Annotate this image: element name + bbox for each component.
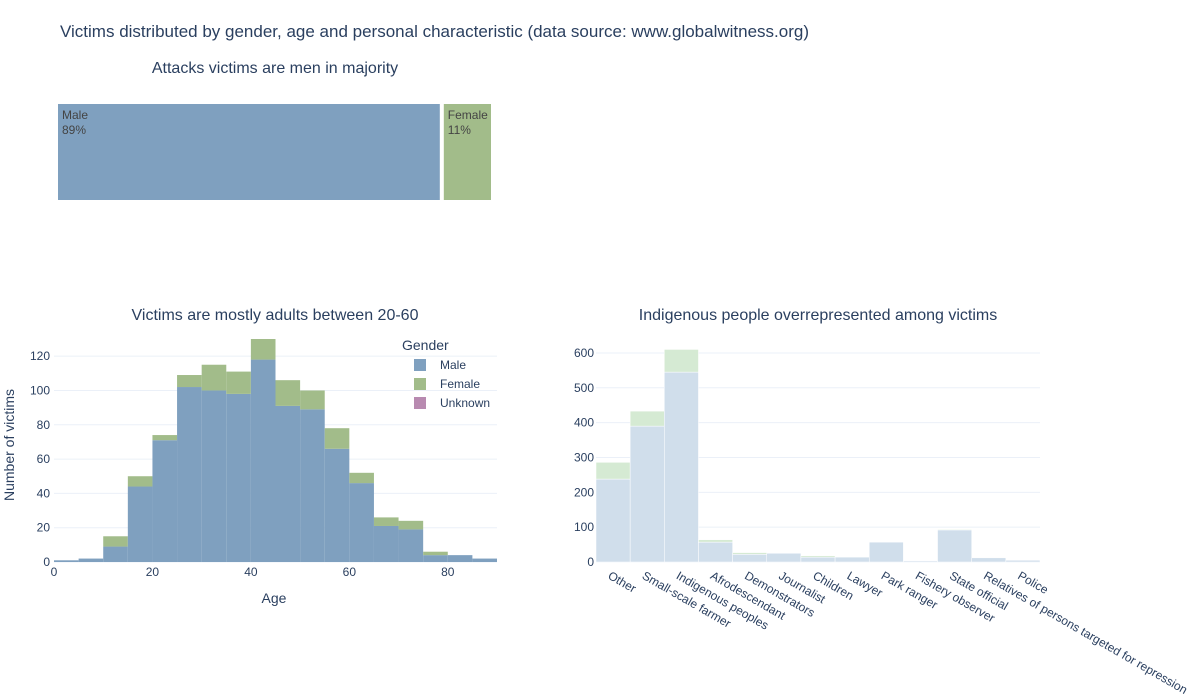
age-y-tick: 60 — [37, 452, 51, 466]
legend-label-female: Female — [440, 377, 480, 391]
char-bar — [834, 556, 870, 563]
char-bar — [629, 425, 665, 563]
age-bar-male — [127, 486, 153, 562]
char-bar — [800, 555, 836, 558]
age-bar-female — [373, 517, 399, 526]
treemap-tile-male — [58, 104, 440, 200]
treemap-tile-percent: 11% — [448, 123, 471, 137]
age-bar-female — [226, 371, 251, 394]
age-y-tick: 80 — [37, 418, 51, 432]
char-x-tick: Other — [606, 568, 639, 595]
char-bar — [1005, 560, 1041, 563]
treemap-tile-label: Male — [62, 108, 88, 122]
char-y-tick: 0 — [587, 555, 594, 569]
age-bar-male — [373, 525, 399, 562]
char-bar — [595, 462, 631, 480]
char-bar — [937, 528, 972, 531]
char-y-tick: 400 — [574, 416, 594, 430]
char-y-tick: 100 — [574, 520, 594, 534]
char-chart-title: Indigenous people overrepresented among … — [639, 307, 997, 324]
legend-title: Gender — [402, 337, 449, 353]
age-bar-male — [54, 560, 79, 562]
char-bar — [664, 371, 699, 563]
age-y-label: Number of victims — [1, 389, 17, 501]
char-bar — [595, 478, 631, 563]
treemap-tile-percent: 89% — [62, 123, 86, 137]
age-bar-male — [78, 558, 104, 562]
age-bar-male — [300, 409, 325, 562]
char-bar — [903, 560, 938, 563]
age-bar-male — [447, 555, 473, 562]
age-bar-female — [177, 375, 202, 388]
char-x-tick: Relatives of persons targeted for repres… — [981, 568, 1190, 697]
age-bar-female — [127, 476, 153, 487]
age-bar-male — [398, 529, 424, 562]
age-bar-male — [275, 405, 301, 562]
age-bar-female — [275, 380, 301, 406]
page-title: Victims distributed by gender, age and p… — [60, 22, 810, 41]
age-bar-male — [226, 393, 251, 562]
char-bar — [800, 556, 836, 563]
char-y-tick: 500 — [574, 381, 594, 395]
char-y-tick: 600 — [574, 346, 594, 360]
age-x-tick: 0 — [51, 565, 58, 579]
char-bar — [868, 541, 904, 563]
char-bar — [937, 529, 972, 563]
age-bar-female — [423, 551, 448, 556]
age-y-tick: 0 — [43, 555, 50, 569]
age-bar-female — [201, 364, 227, 391]
legend-swatch-male — [414, 359, 426, 371]
treemap-tile-female — [443, 104, 491, 200]
age-bar-female — [103, 536, 128, 547]
char-bar — [698, 541, 733, 563]
char-y-tick: 200 — [574, 485, 594, 499]
legend-swatch-unknown — [414, 397, 426, 409]
age-bar-male — [472, 558, 497, 562]
age-bar-female — [324, 428, 350, 449]
treemap-title: Attacks victims are men in majority — [152, 60, 398, 77]
age-bar-female — [398, 520, 424, 530]
age-bar-male — [324, 448, 350, 562]
char-bar — [732, 554, 768, 563]
age-x-tick: 40 — [244, 565, 258, 579]
age-x-label: Age — [262, 590, 287, 606]
age-x-tick: 80 — [441, 565, 455, 579]
char-bar — [766, 553, 802, 563]
age-y-tick: 20 — [37, 521, 51, 535]
char-bar — [664, 349, 699, 373]
age-y-tick: 40 — [37, 486, 51, 500]
age-x-tick: 20 — [146, 565, 160, 579]
legend-label-unknown: Unknown — [440, 396, 490, 410]
legend-swatch-female — [414, 378, 426, 390]
legend-label-male: Male — [440, 358, 466, 372]
treemap-tile-label: Female — [448, 108, 488, 122]
age-y-tick: 100 — [30, 383, 50, 397]
age-bar-male — [250, 359, 276, 562]
age-bar-female — [300, 390, 325, 410]
age-x-tick: 60 — [343, 565, 357, 579]
char-y-tick: 300 — [574, 450, 594, 464]
age-bar-male — [349, 483, 374, 562]
char-bar — [698, 539, 733, 543]
age-bar-male — [152, 440, 178, 562]
age-bar-female — [152, 435, 178, 441]
char-bar — [971, 557, 1007, 563]
age-bar-male — [423, 555, 448, 562]
age-bar-female — [250, 339, 276, 360]
age-bar-male — [177, 387, 202, 562]
age-y-tick: 120 — [30, 349, 50, 363]
char-bar — [732, 552, 768, 555]
age-bar-male — [201, 390, 227, 562]
age-chart-title: Victims are mostly adults between 20-60 — [132, 307, 419, 324]
char-bar — [629, 410, 665, 427]
age-bar-male — [103, 546, 128, 562]
age-bar-female — [349, 472, 374, 484]
